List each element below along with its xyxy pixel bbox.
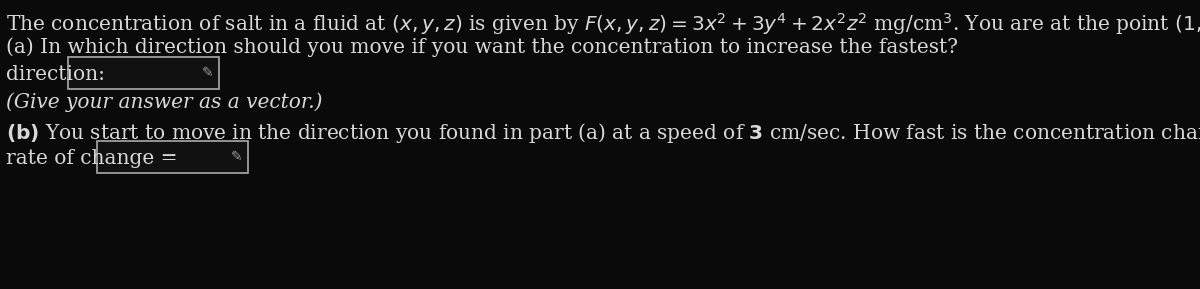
Text: direction:: direction: <box>6 65 104 84</box>
Text: (a) In which direction should you move if you want the concentration to increase: (a) In which direction should you move i… <box>6 37 958 57</box>
Text: The concentration of salt in a fluid at $(x, y, z)$ is given by $F(x, y, z) = 3x: The concentration of salt in a fluid at … <box>6 11 1200 37</box>
Text: ✎: ✎ <box>230 150 242 164</box>
Text: rate of change =: rate of change = <box>6 149 178 168</box>
Text: $\mathbf{(b)}$ You start to move in the direction you found in part (a) at a spe: $\mathbf{(b)}$ You start to move in the … <box>6 121 1200 145</box>
Text: (Give your answer as a vector.): (Give your answer as a vector.) <box>6 92 323 112</box>
Bar <box>68 57 220 89</box>
Text: ✎: ✎ <box>202 66 214 80</box>
Bar <box>97 141 248 173</box>
